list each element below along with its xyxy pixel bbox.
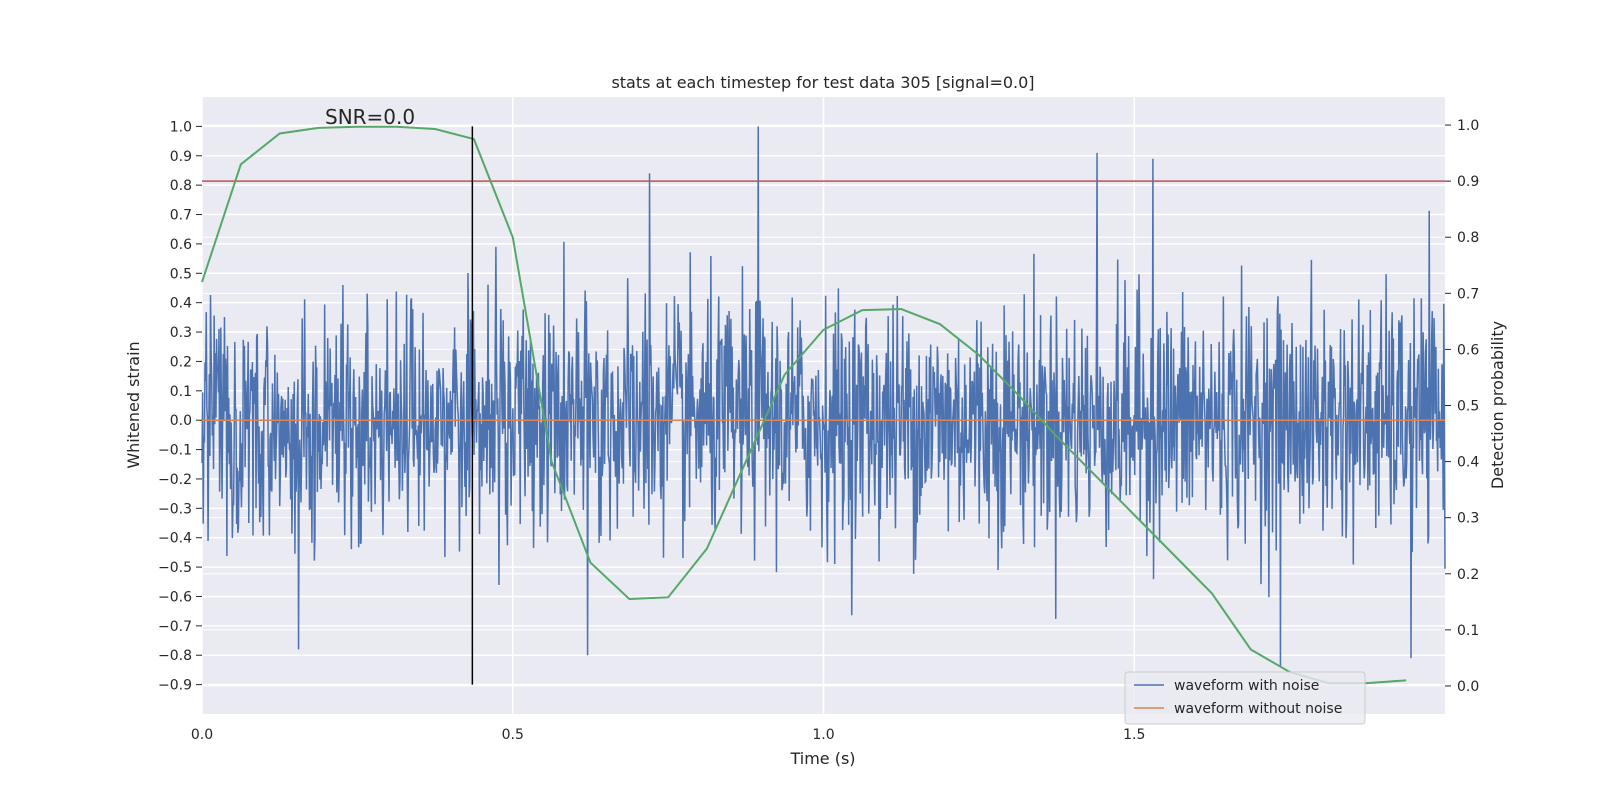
y-tick-label: 0.9: [170, 149, 192, 165]
y-tick-label: 0.7: [170, 208, 192, 224]
y2-tick-label: 0.3: [1457, 511, 1479, 527]
y-tick-label: 0.1: [170, 384, 192, 400]
chart-title: stats at each timestep for test data 305…: [611, 73, 1034, 92]
series-detection-probability: [201, 125, 1407, 685]
y-tick-label: −0.1: [158, 443, 192, 459]
y-tick-label: −0.7: [158, 619, 192, 635]
y-tick-label: −0.3: [158, 501, 192, 517]
x-tick-label: 0.0: [191, 727, 213, 743]
y2-tick-label: 0.6: [1457, 342, 1479, 358]
legend-box: [1124, 671, 1366, 725]
y-tick-label: 0.6: [170, 237, 192, 253]
y2-tick-label: 0.0: [1457, 679, 1479, 695]
x-tick-label: 0.5: [502, 727, 524, 743]
y2-axis-label: Detection probability: [1488, 321, 1507, 489]
x-tick-label: 1.5: [1123, 727, 1145, 743]
y-tick-label: −0.2: [158, 472, 192, 488]
y-tick-label: −0.4: [158, 531, 192, 547]
y-axis-label: Whitened strain: [124, 341, 143, 468]
y-tick-label: −0.5: [158, 560, 192, 576]
snr-annotation: SNR=0.0: [325, 105, 415, 129]
y-tick-label: 0.5: [170, 266, 192, 282]
x-axis-label: Time (s): [789, 749, 855, 768]
y-tick-label: 0.0: [170, 413, 192, 429]
y-tick-label: 0.8: [170, 178, 192, 194]
y2-tick-label: 0.5: [1457, 399, 1479, 415]
y2-tick-label: 1.0: [1457, 118, 1479, 134]
legend-label-noise: waveform with noise: [1174, 678, 1319, 694]
y2-tick-label: 0.8: [1457, 230, 1479, 246]
x-tick-label: 1.0: [812, 727, 834, 743]
y-tick-label: 0.2: [170, 354, 192, 370]
legend: waveform with noise waveform without noi…: [1124, 671, 1366, 725]
series-waveform-with-noise: [201, 126, 1446, 667]
legend-label-clean: waveform without noise: [1174, 701, 1342, 717]
series-layer: [201, 125, 1446, 685]
y2-tick-label: 0.7: [1457, 286, 1479, 302]
y2-tick-label: 0.9: [1457, 174, 1479, 190]
y2-tick-label: 0.1: [1457, 623, 1479, 639]
y2-tick-label: 0.4: [1457, 455, 1479, 471]
y-tick-label: 0.4: [170, 296, 192, 312]
y-tick-label: −0.8: [158, 648, 192, 664]
y-tick-label: −0.9: [158, 678, 192, 694]
y-tick-label: 1.0: [170, 119, 192, 135]
y2-tick-label: 0.2: [1457, 567, 1479, 583]
y-tick-label: −0.6: [158, 589, 192, 605]
y-tick-label: 0.3: [170, 325, 192, 341]
tick-layer: 0.0 0.5 1.0 1.5 1.0 0.9 0.8 0.7 0.6 0.5 0.4 0.3 0.2 0…: [158, 118, 1479, 743]
